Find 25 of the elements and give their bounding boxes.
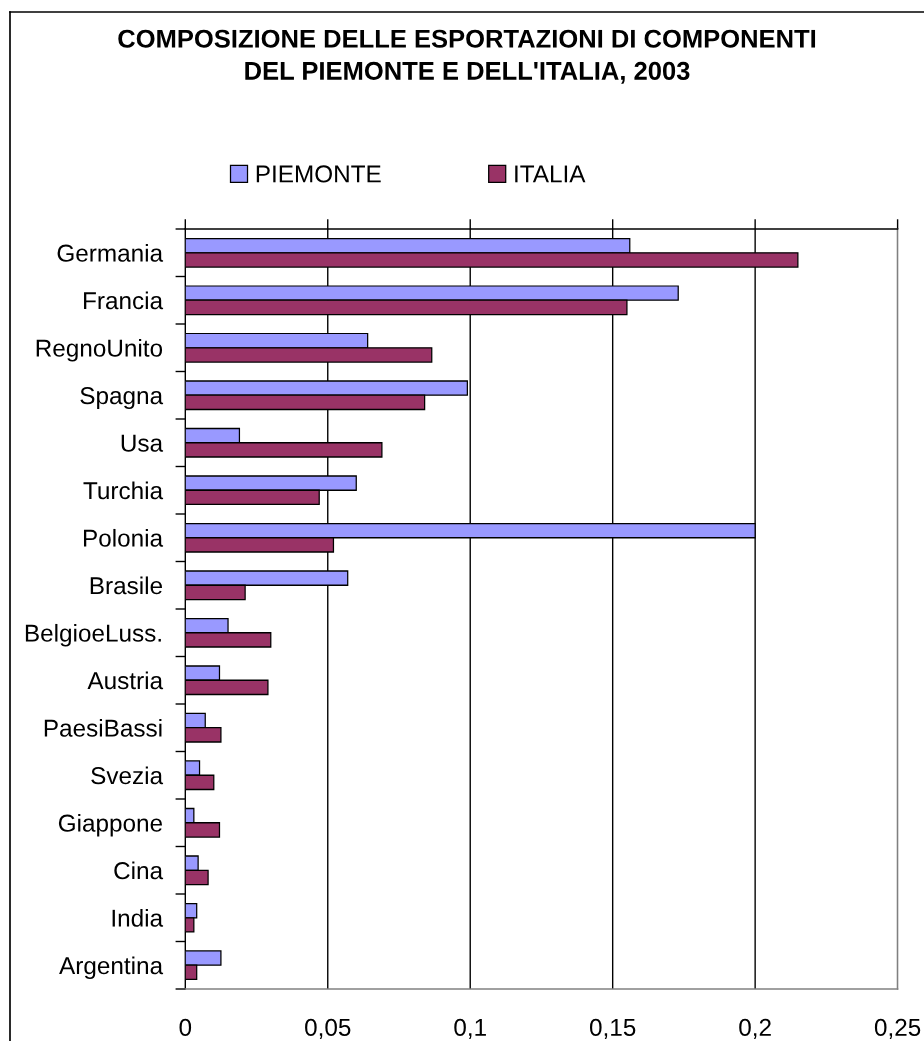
y-tick-label: Germania [57, 243, 164, 262]
x-tick-label: 0,1 [454, 1018, 486, 1039]
legend-label: ITALIA [515, 165, 586, 183]
x-tick-label: 0 [179, 1018, 192, 1037]
y-tick-label: Polonia [83, 528, 164, 547]
y-tick-label: Austria [87, 671, 164, 690]
legend-label: PIEMONTE [256, 165, 381, 183]
y-tick-label: PaesiBassi [44, 718, 162, 737]
x-tick-label: 0,05 [305, 1018, 351, 1039]
y-tick-label: Francia [84, 291, 164, 310]
x-tick-label: 0,2 [739, 1018, 771, 1039]
x-tick-label: 0,25 [874, 1018, 921, 1039]
y-tick-label: Usa [121, 434, 164, 452]
y-tick-label: BelgioeLuss. [25, 623, 161, 647]
y-tick-label: RegnoUnito [36, 338, 163, 362]
y-tick-label: Turchia [83, 481, 164, 500]
y-tick-label: Brasile [90, 576, 162, 595]
y-tick-label: Argentina [59, 956, 164, 980]
x-tick-label: 0,15 [589, 1018, 636, 1039]
y-tick-label: Giappone [58, 813, 163, 837]
y-tick-label: Svezia [91, 766, 164, 785]
chart-title: COMPOSIZIONE DELLE ESPORTAZIONI DI COMPONENTI DEL PIEMONTE E DELL'ITALIA, 2003 [118, 29, 816, 84]
y-tick-label: Cina [114, 861, 164, 880]
y-tick-label: India [112, 908, 164, 927]
y-tick-label: Spagna [80, 387, 164, 410]
